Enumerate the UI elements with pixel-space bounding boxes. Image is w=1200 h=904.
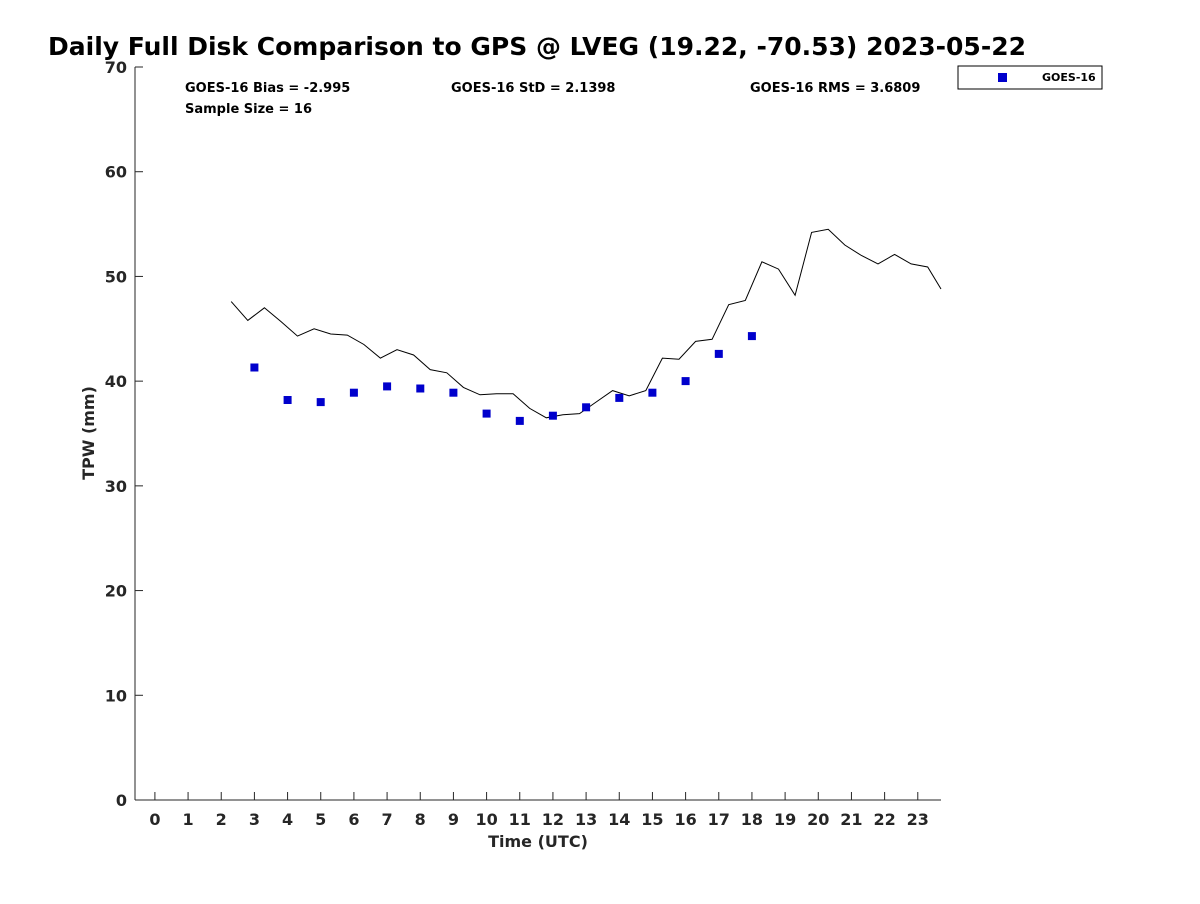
goes16-data-point [515, 416, 524, 425]
x-tick-label: 13 [575, 810, 597, 829]
goes16-data-point [615, 393, 624, 402]
x-tick-label: 4 [282, 810, 293, 829]
y-tick-label: 20 [105, 582, 127, 601]
y-tick-label: 0 [116, 791, 127, 810]
x-tick-label: 0 [149, 810, 160, 829]
x-tick-label: 22 [873, 810, 895, 829]
y-tick-label: 50 [105, 267, 127, 286]
x-tick-label: 17 [708, 810, 730, 829]
x-tick-label: 8 [415, 810, 426, 829]
legend-label-goes16: GOES-16 [1042, 71, 1096, 84]
legend: GOES-16 [957, 65, 1103, 90]
x-tick-label: 15 [641, 810, 663, 829]
goes16-data-point [548, 411, 557, 420]
x-tick-label: 3 [249, 810, 260, 829]
chart-title: Daily Full Disk Comparison to GPS @ LVEG… [48, 32, 1026, 61]
goes16-data-point [482, 409, 491, 418]
x-tick-label: 7 [382, 810, 393, 829]
x-tick-label: 10 [475, 810, 497, 829]
y-tick-label: 10 [105, 686, 127, 705]
goes16-data-point [316, 398, 325, 407]
legend-box [957, 65, 1103, 90]
x-tick-label: 19 [774, 810, 796, 829]
goes16-scatter-series [250, 332, 756, 425]
goes16-data-point [416, 384, 425, 393]
goes16-data-point [349, 388, 358, 397]
x-tick-label: 11 [509, 810, 531, 829]
x-tick-label: 16 [674, 810, 696, 829]
y-tick-label: 30 [105, 477, 127, 496]
goes16-data-point [449, 388, 458, 397]
stat-bias: GOES-16 Bias = -2.995 [185, 81, 350, 96]
x-axis-label: Time (UTC) [488, 832, 588, 851]
gps-line-series [230, 228, 942, 419]
x-tick-label: 5 [315, 810, 326, 829]
x-tick-label: 21 [840, 810, 862, 829]
goes16-data-point [648, 388, 657, 397]
x-tick-label: 18 [741, 810, 763, 829]
y-tick-label: 70 [105, 58, 127, 77]
stat-rms: GOES-16 RMS = 3.6809 [750, 81, 920, 96]
x-tick-label: 14 [608, 810, 630, 829]
x-tick-label: 9 [448, 810, 459, 829]
y-axis-label: TPW (mm) [79, 386, 98, 480]
goes16-data-point [747, 332, 756, 341]
goes16-data-point [582, 403, 591, 412]
goes16-data-point [681, 377, 690, 386]
stat-sample-size: Sample Size = 16 [185, 102, 312, 117]
stat-std: GOES-16 StD = 2.1398 [451, 81, 615, 96]
gps-tpw-line [230, 228, 942, 419]
goes16-data-point [714, 349, 723, 358]
x-tick-label: 12 [542, 810, 564, 829]
x-tick-label: 2 [216, 810, 227, 829]
goes16-data-point [250, 363, 259, 372]
goes16-data-point [383, 382, 392, 391]
x-tick-label: 6 [348, 810, 359, 829]
x-tick-label: 20 [807, 810, 829, 829]
y-tick-label: 40 [105, 372, 127, 391]
legend-marker-goes16 [998, 73, 1007, 82]
goes16-data-point [283, 396, 292, 404]
x-tick-label: 23 [907, 810, 929, 829]
y-tick-label: 60 [105, 163, 127, 182]
x-tick-label: 1 [182, 810, 193, 829]
